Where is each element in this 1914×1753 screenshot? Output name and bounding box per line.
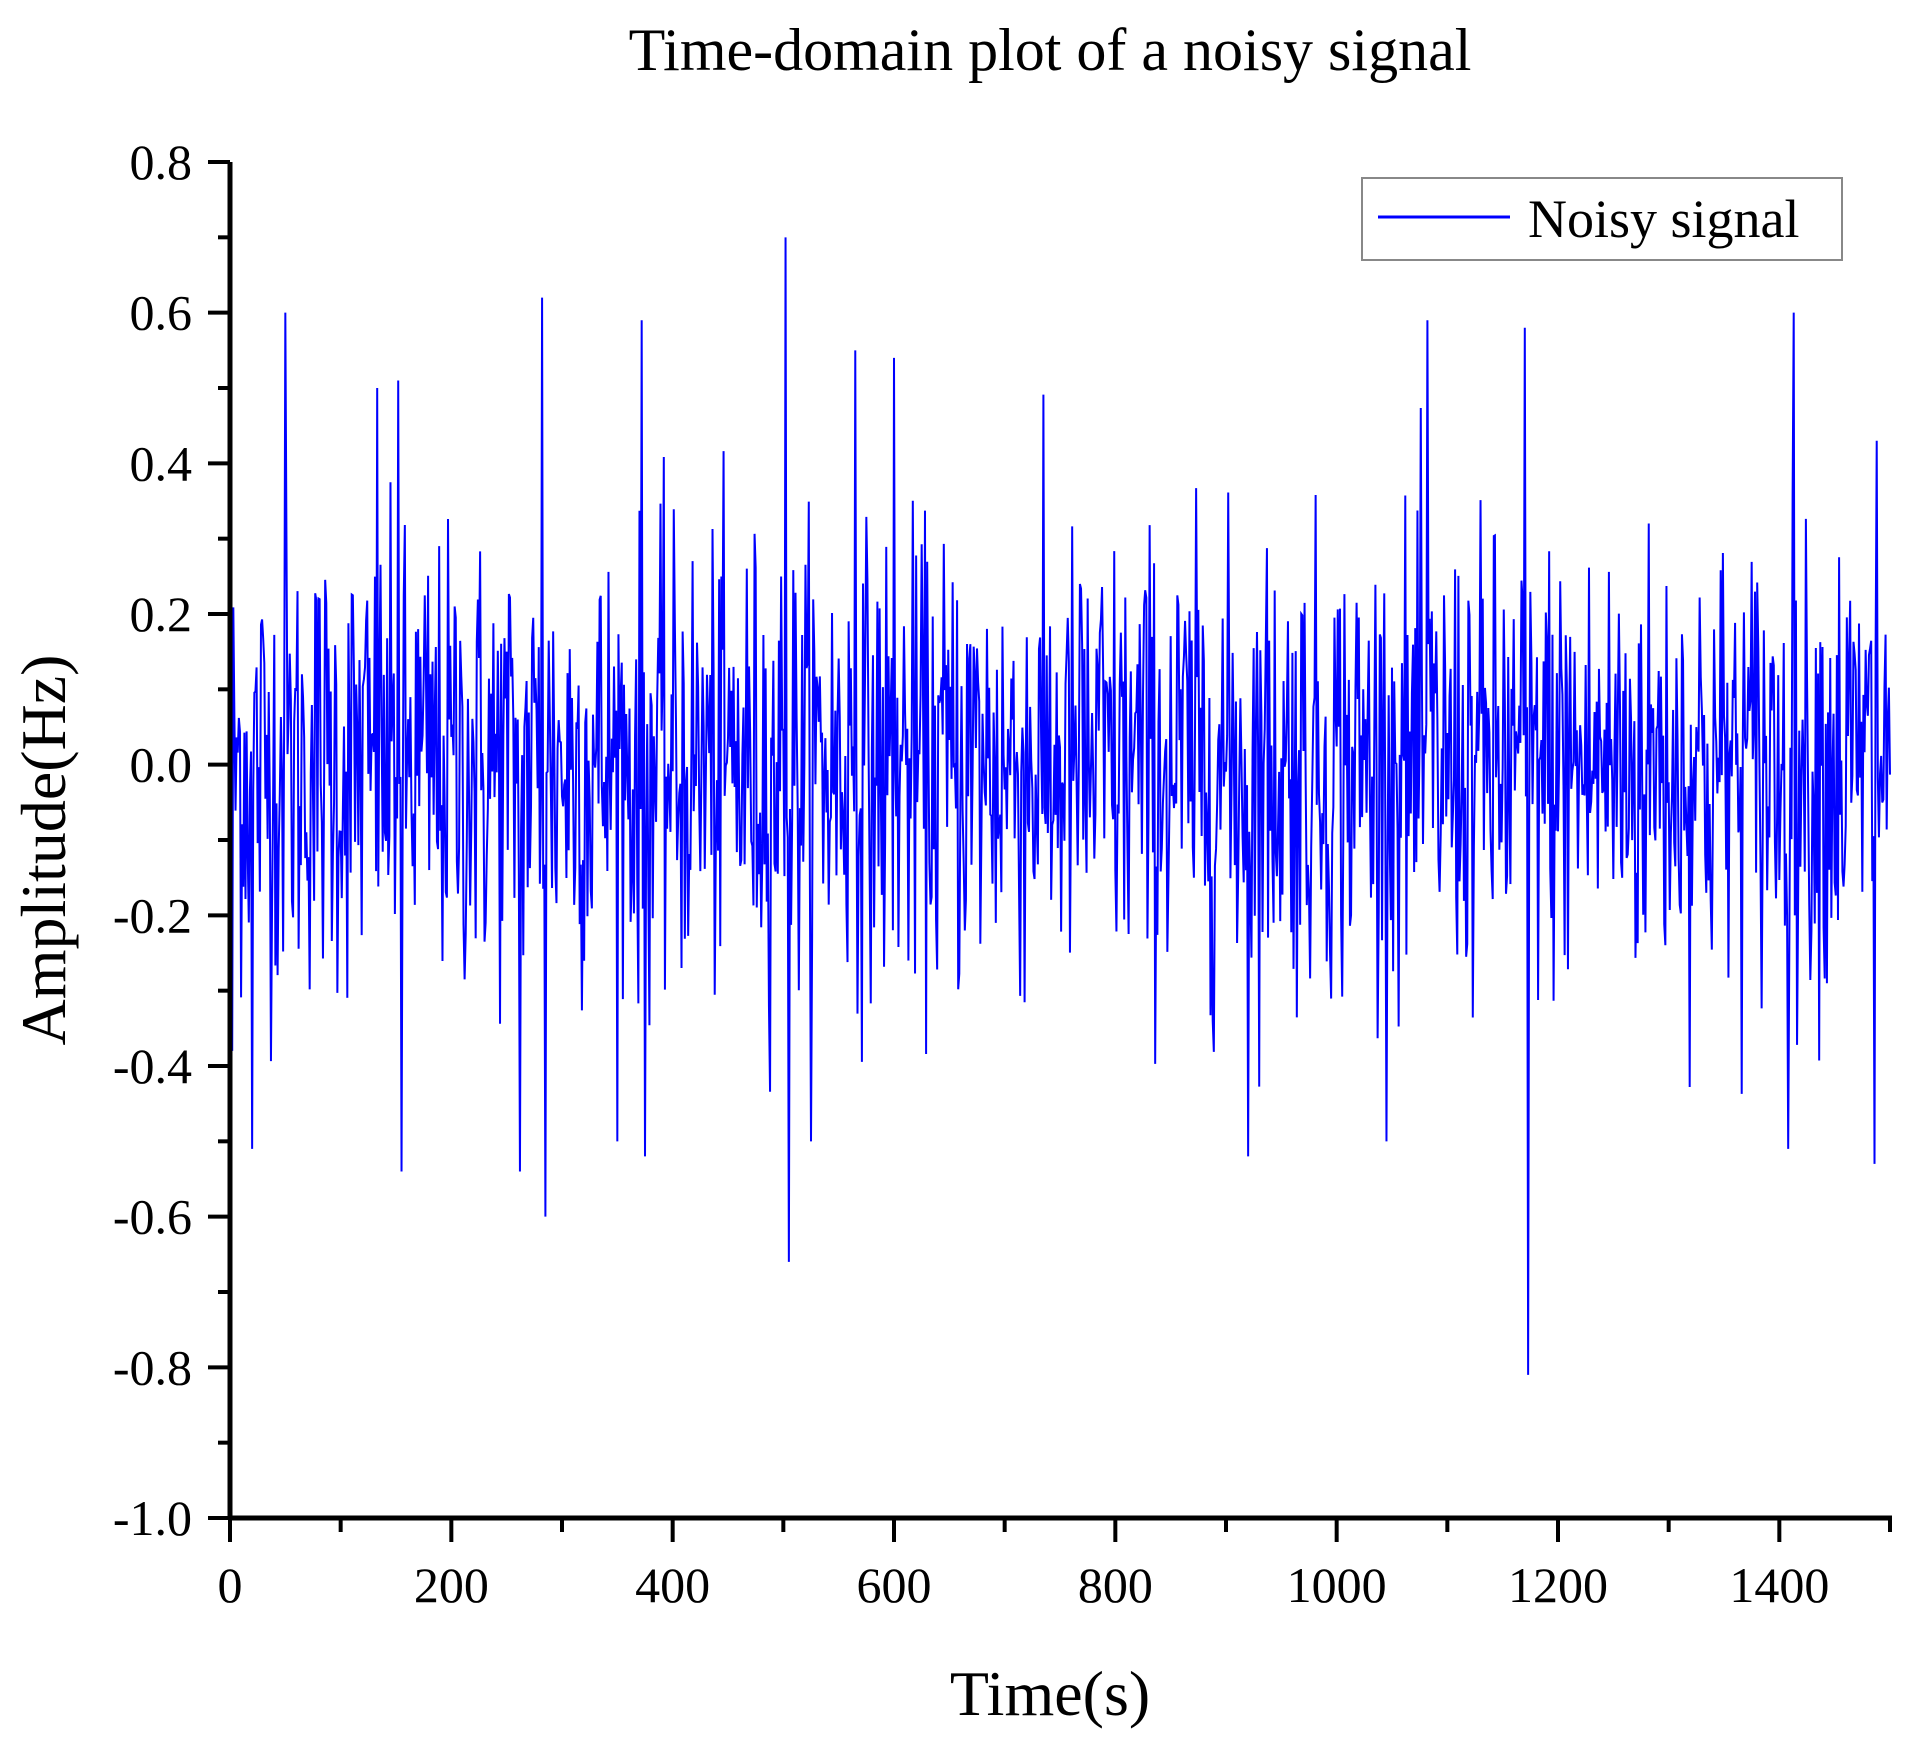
x-axis-label: Time(s) [950,1658,1150,1729]
y-tick-label: 0.2 [130,586,193,642]
y-axis-label: Amplitude(Hz) [8,655,79,1046]
y-tick-label: 0.4 [130,435,193,491]
x-tick-label: 400 [635,1557,710,1613]
x-tick-label: 1400 [1729,1557,1829,1613]
legend-label-noisy-signal: Noisy signal [1528,189,1800,249]
x-tick-label: 1200 [1508,1557,1608,1613]
y-tick-label: -0.2 [113,887,192,943]
x-tick-label: 800 [1078,1557,1153,1613]
x-tick-label: 200 [414,1557,489,1613]
y-tick-label: -0.6 [113,1189,192,1245]
y-tick-label: -0.8 [113,1339,192,1395]
x-tick-label: 1000 [1287,1557,1387,1613]
y-tick-label: -0.4 [113,1038,192,1094]
x-tick-label: 600 [857,1557,932,1613]
y-tick-label: 0.6 [130,285,193,341]
legend: Noisy signal [1361,177,1843,261]
plot-area [229,237,1891,1375]
axes: -1.0 -0.8 -0.6 -0.4 -0.2 0.0 0.2 0.4 0.6 0.8 0 200 4… [113,134,1892,1613]
y-tick-label: 0.0 [130,737,193,793]
y-tick-label: 0.8 [130,134,193,190]
y-tick-label: -1.0 [113,1490,192,1546]
series-line-noisy-signal [229,237,1891,1375]
legend-box [1361,177,1843,261]
chart-title: Time-domain plot of a noisy signal [629,17,1472,83]
x-tick-label: 0 [218,1557,243,1613]
